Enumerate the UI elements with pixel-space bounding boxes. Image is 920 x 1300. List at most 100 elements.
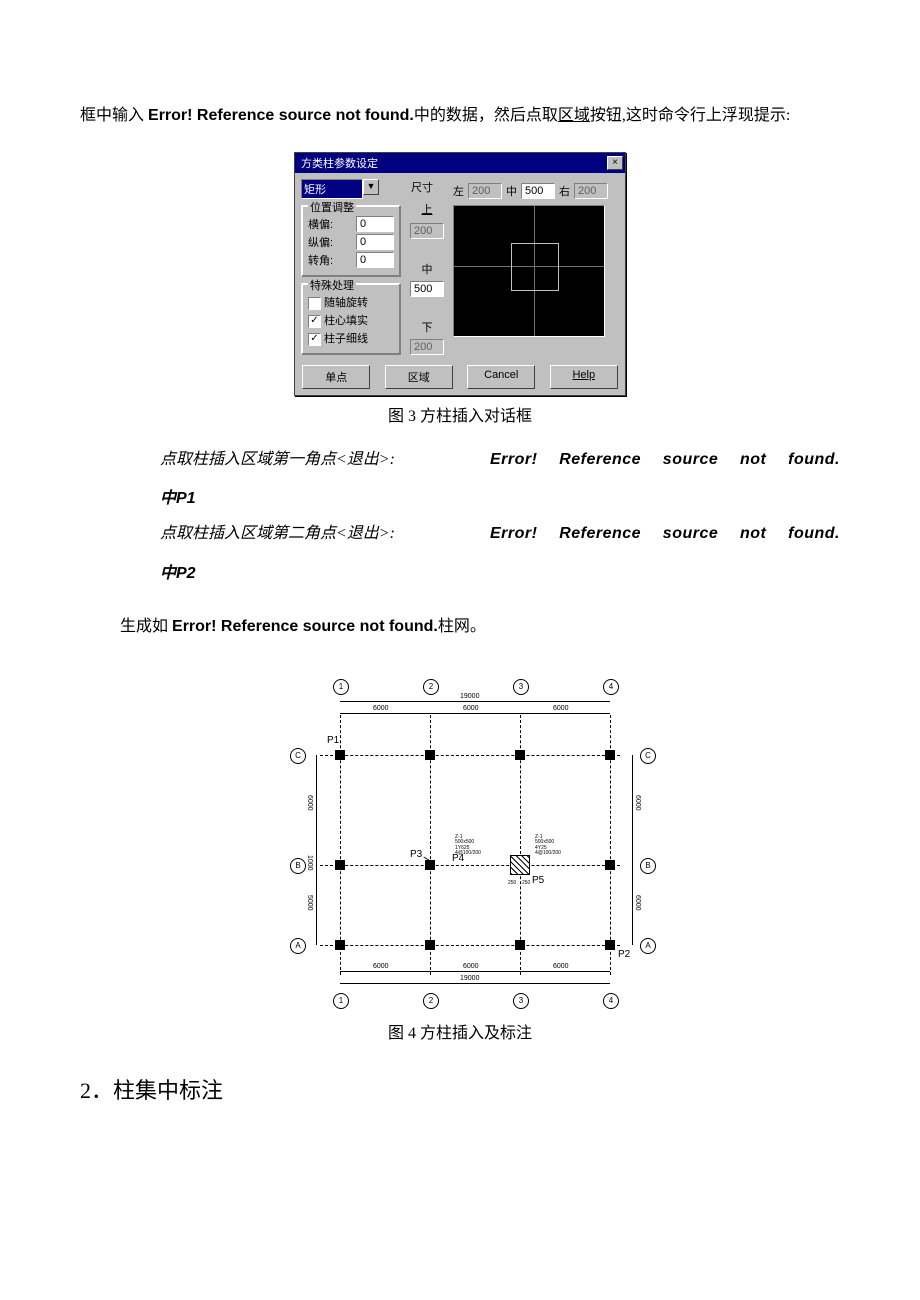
col-4B: [605, 860, 615, 870]
label-P3: P3: [410, 849, 422, 860]
dim-top-total: [340, 701, 610, 702]
chk1-label: 随轴旋转: [324, 297, 368, 309]
chevron-down-icon[interactable]: ▼: [363, 179, 379, 195]
label-P1: P1: [327, 735, 339, 746]
midh-input[interactable]: 500: [521, 183, 555, 199]
chk-rotate[interactable]: [308, 297, 321, 310]
bubble-Ar: A: [640, 938, 656, 954]
single-point-button[interactable]: 单点: [302, 365, 370, 389]
dim-left2: 1000: [306, 855, 313, 871]
para1-err: Error! Reference source not found.: [148, 107, 414, 124]
bubble-2t: 2: [423, 679, 439, 695]
para2-post: 柱网。: [438, 618, 486, 635]
cmdline-block: 点取柱插入区域第一角点<退出>: Error! Reference source…: [80, 442, 840, 591]
dim-bot2: 6000: [463, 963, 479, 970]
dim-bot-total-txt: 19000: [460, 975, 479, 982]
left-input: 200: [468, 183, 502, 199]
bubble-3t: 3: [513, 679, 529, 695]
bubble-4b: 4: [603, 993, 619, 1009]
dialog-titlebar: 方类柱参数设定 ×: [295, 153, 625, 173]
bubble-Cl: C: [290, 748, 306, 764]
dim-left-seg: [316, 755, 317, 945]
figure3-caption: 图 3 方柱插入对话框: [80, 402, 840, 426]
dim-left1: 6000: [306, 795, 313, 811]
dim-top1: 6000: [373, 705, 389, 712]
col-note1: Z-1 500x500 1Y625 4@100/200: [455, 835, 481, 857]
dim-top-seg: [340, 713, 610, 714]
cancel-button[interactable]: Cancel: [467, 365, 535, 389]
rot-label: 转角:: [308, 252, 333, 268]
col-1B: [335, 860, 345, 870]
resp2-suffix: 中P2: [160, 556, 840, 591]
pos-legend: 位置调整: [308, 199, 356, 215]
midv-label: 中: [407, 261, 447, 277]
col-3C: [515, 750, 525, 760]
close-icon[interactable]: ×: [607, 156, 623, 170]
bubble-Cr: C: [640, 748, 656, 764]
sd1: 250: [508, 880, 516, 886]
prompt2: 点取柱插入区域第二角点<退出>:: [160, 516, 490, 551]
prompt1: 点取柱插入区域第一角点<退出>:: [160, 442, 490, 477]
para1-pre: 框中输入: [80, 107, 148, 124]
special-group: 特殊处理 随轴旋转 ✓柱心填实 ✓柱子细线: [301, 283, 401, 355]
col-2C: [425, 750, 435, 760]
col-3B-detail: [510, 855, 530, 875]
help-label: Help: [572, 369, 595, 381]
column-param-dialog: 方类柱参数设定 × 矩形▼ 位置调整 横偏: 0 纵偏: 0: [294, 152, 626, 396]
dim-right1: 6000: [634, 795, 641, 811]
right-input: 200: [574, 183, 608, 199]
midv-input[interactable]: 500: [410, 281, 444, 297]
bubble-Br: B: [640, 858, 656, 874]
bubble-Bl: B: [290, 858, 306, 874]
label-P5: P5: [532, 875, 544, 886]
pos-adjust-group: 位置调整 横偏: 0 纵偏: 0 转角: 0: [301, 205, 401, 277]
chk-thin[interactable]: ✓: [308, 333, 321, 346]
size-legend: 尺寸: [411, 179, 447, 195]
col-1C: [335, 750, 345, 760]
area-button[interactable]: 区域: [385, 365, 453, 389]
bubble-2b: 2: [423, 993, 439, 1009]
chk3-label: 柱子细线: [324, 333, 368, 345]
gridline-hC: [320, 755, 620, 756]
gridline-hA: [320, 945, 620, 946]
intro-paragraph: 框中输入 Error! Reference source not found.中…: [80, 96, 840, 136]
hoff-label: 横偏:: [308, 216, 333, 232]
down-label: 下: [407, 319, 447, 335]
dialog-title: 方类柱参数设定: [301, 155, 378, 171]
col-note2: Z-1 500x500 4Y25 4@100/200: [535, 835, 561, 857]
para2-pre: 生成如: [120, 618, 172, 635]
para1-mid: 中的数据，然后点取: [414, 107, 558, 124]
para1-btn: 区域: [558, 107, 590, 124]
figure4-diagram: 1 2 3 4 1 2 3 4 C B A C B A 19000 6000 6…: [260, 665, 660, 1015]
section2-heading: 2．柱集中标注: [80, 1073, 840, 1105]
preview-canvas: [453, 205, 605, 337]
chk2-label: 柱心填实: [324, 315, 368, 327]
para1-post: 按钮,这时命令行上浮现提示:: [590, 107, 790, 124]
chk-fill[interactable]: ✓: [308, 315, 321, 328]
dim-left3: 5000: [306, 895, 313, 911]
up-input: 200: [410, 223, 444, 239]
dim-right-seg: [632, 755, 633, 945]
bubble-3b: 3: [513, 993, 529, 1009]
left-label: 左: [453, 183, 464, 199]
label-P2: P2: [618, 949, 630, 960]
up-label: 上: [407, 201, 447, 217]
resp2-err: Error! Reference source not found.: [490, 516, 840, 551]
shape-dropdown[interactable]: 矩形: [301, 179, 363, 199]
voff-label: 纵偏:: [308, 234, 333, 250]
para2-err: Error! Reference source not found.: [172, 618, 438, 635]
col-3A: [515, 940, 525, 950]
dim-bot-seg: [340, 971, 610, 972]
voff-input[interactable]: 0: [356, 234, 394, 250]
right-label: 右: [559, 183, 570, 199]
help-button[interactable]: Help: [550, 365, 618, 389]
col-2A: [425, 940, 435, 950]
rot-input[interactable]: 0: [356, 252, 394, 268]
col-4C: [605, 750, 615, 760]
result-paragraph: 生成如 Error! Reference source not found.柱网…: [120, 607, 840, 647]
resp1-err: Error! Reference source not found.: [490, 442, 840, 477]
resp1-suffix: 中P1: [160, 481, 840, 516]
bubble-Al: A: [290, 938, 306, 954]
hoff-input[interactable]: 0: [356, 216, 394, 232]
bubble-1t: 1: [333, 679, 349, 695]
